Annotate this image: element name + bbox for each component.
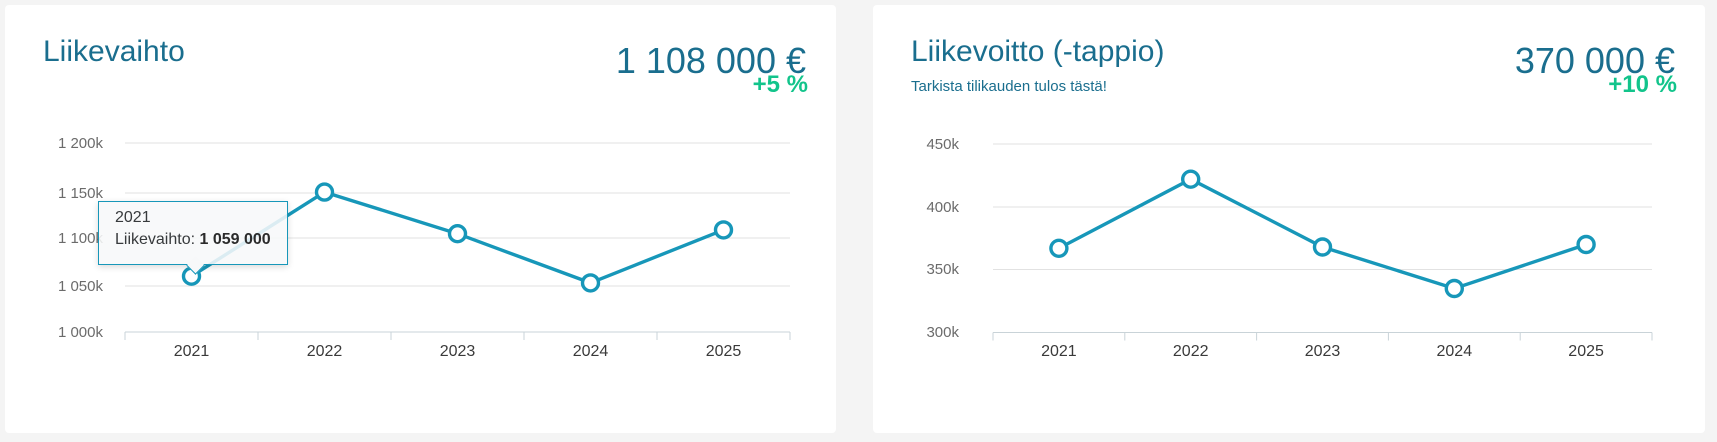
svg-text:2022: 2022: [1173, 343, 1209, 360]
svg-text:2022: 2022: [307, 343, 343, 360]
svg-text:1 200k: 1 200k: [58, 135, 104, 152]
svg-text:400k: 400k: [926, 199, 959, 216]
svg-text:2023: 2023: [1305, 343, 1341, 360]
svg-text:2025: 2025: [1568, 343, 1604, 360]
svg-text:350k: 350k: [926, 261, 959, 278]
svg-text:2021: 2021: [1041, 343, 1077, 360]
svg-text:450k: 450k: [926, 136, 959, 153]
svg-text:2021: 2021: [174, 343, 210, 360]
svg-text:1 000k: 1 000k: [58, 324, 104, 341]
svg-text:2024: 2024: [1437, 343, 1473, 360]
svg-text:2023: 2023: [440, 343, 476, 360]
svg-text:300k: 300k: [926, 324, 959, 341]
svg-text:1 050k: 1 050k: [58, 278, 104, 295]
svg-text:1 100k: 1 100k: [58, 230, 104, 247]
svg-text:1 150k: 1 150k: [58, 185, 104, 202]
svg-text:2025: 2025: [706, 343, 742, 360]
svg-text:2024: 2024: [573, 343, 609, 360]
